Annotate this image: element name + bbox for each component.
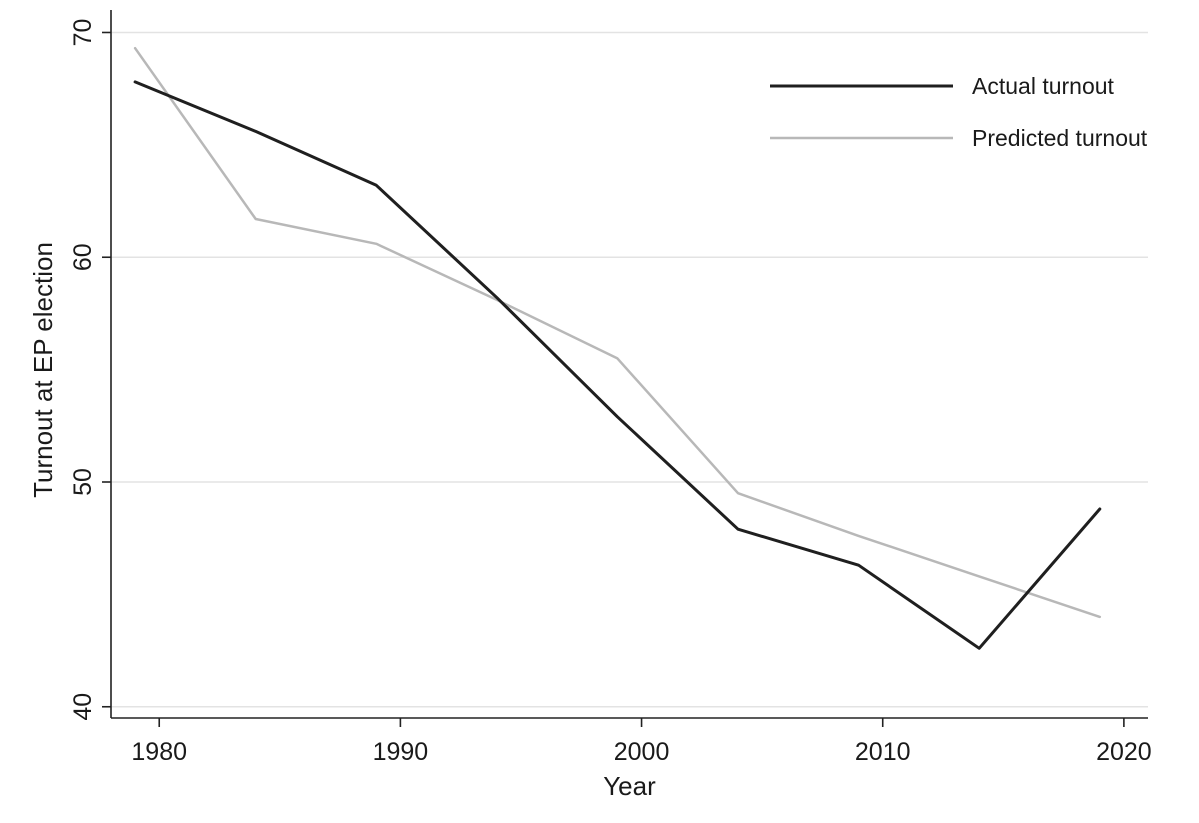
y-axis-title: Turnout at EP election (28, 242, 58, 498)
y-tick-label-50: 50 (69, 468, 97, 496)
x-axis-title: Year (603, 771, 656, 801)
series-layer (133, 46, 1102, 650)
x-tick-label-1990: 1990 (373, 738, 429, 766)
series-line-predicted-turnout (133, 46, 1102, 619)
x-tick-label-2020: 2020 (1096, 738, 1152, 766)
x-tick-label-2000: 2000 (614, 738, 670, 766)
x-tick-label-1980: 1980 (131, 738, 187, 766)
y-tick-label-40: 40 (69, 693, 97, 721)
legend-label-predicted-turnout: Predicted turnout (972, 125, 1148, 151)
legend-label-actual-turnout: Actual turnout (972, 73, 1115, 99)
gridlines (111, 31, 1148, 708)
axes (110, 10, 1148, 719)
x-ticks: 1980 1990 2000 2010 2020 (131, 718, 1152, 766)
y-tick-label-70: 70 (69, 19, 97, 47)
y-tick-label-60: 60 (69, 243, 97, 271)
series-line-actual-turnout (133, 80, 1102, 650)
y-ticks: 40 50 60 70 (69, 19, 111, 721)
legend: Actual turnout Predicted turnout (770, 73, 1148, 151)
x-tick-label-2010: 2010 (855, 738, 911, 766)
